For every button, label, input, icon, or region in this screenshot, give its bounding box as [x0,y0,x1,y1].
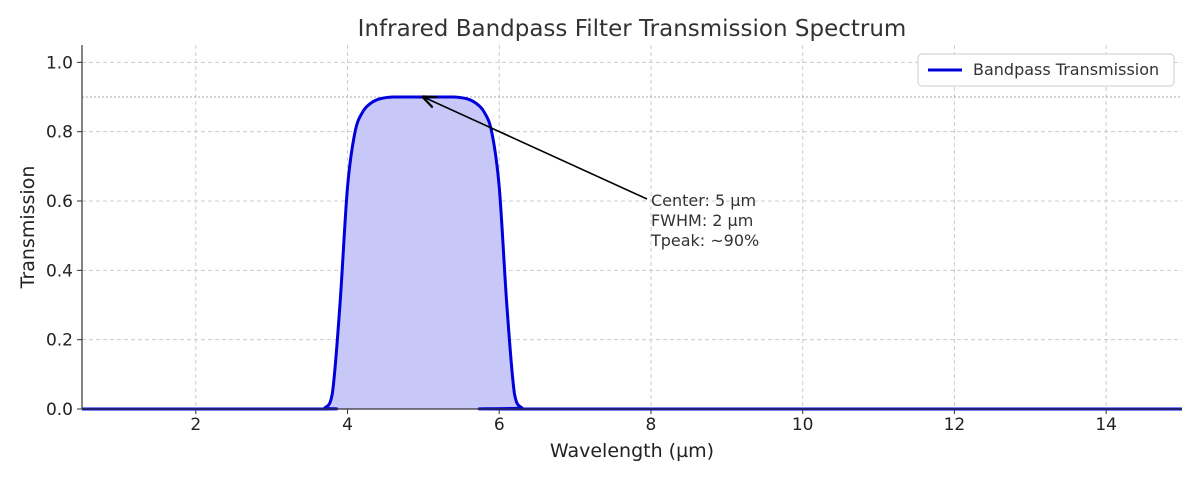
legend: Bandpass Transmission [917,53,1175,87]
x-tick-label: 14 [1095,415,1117,435]
x-tick-label: 2 [190,415,201,435]
legend-label: Bandpass Transmission [973,60,1159,79]
series-line [82,95,1182,411]
y-axis-label: Transmission [17,166,39,290]
chart-title: Infrared Bandpass Filter Transmission Sp… [358,16,907,42]
axes-layer [81,45,1182,410]
x-tick-label: 8 [646,415,657,435]
annotation-line: Center: 5 µm [651,191,756,210]
annotation-arrow [423,97,648,200]
x-tick-label: 10 [792,415,814,435]
legend-box [917,53,1175,87]
x-axis-label: Wavelength (µm) [550,440,714,462]
y-tick-label: 0.4 [46,261,73,281]
annotation-line: FWHM: 2 µm [651,211,753,230]
grid-layer [82,45,1182,410]
y-tick-label: 0.8 [46,123,73,143]
series-area-fill [82,97,1182,409]
x-tick-label: 4 [342,415,353,435]
x-tick-label: 6 [494,415,505,435]
x-tick-label: 12 [944,415,966,435]
y-tick-label: 0.2 [46,331,73,351]
annotation-line: Tpeak: ~90% [650,231,759,250]
tick-layer: 2 4 6 8 10 12 14 0.0 0.2 0.4 0.6 0.8 1.0 [46,53,1117,435]
y-tick-label: 1.0 [46,53,73,73]
y-tick-label: 0.6 [46,192,73,212]
y-tick-label: 0.0 [46,400,73,420]
